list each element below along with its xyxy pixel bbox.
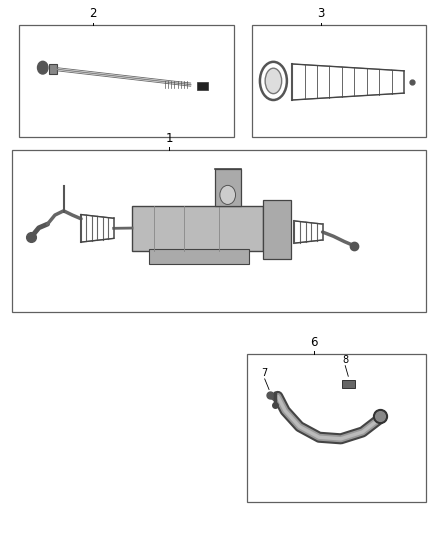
Text: 6: 6: [310, 336, 318, 349]
Bar: [19, 25, 234, 136]
Bar: [252, 25, 426, 136]
Text: 8: 8: [342, 354, 348, 365]
Bar: [215, 169, 241, 206]
Bar: [12, 150, 426, 312]
Bar: [247, 354, 426, 503]
Bar: [49, 64, 57, 74]
Bar: [342, 380, 355, 389]
Circle shape: [220, 185, 236, 205]
Bar: [132, 206, 262, 251]
Circle shape: [38, 61, 48, 74]
Text: 1: 1: [165, 132, 173, 144]
Text: 7: 7: [261, 368, 268, 378]
Bar: [262, 200, 291, 259]
Bar: [197, 82, 208, 91]
Bar: [149, 249, 250, 264]
Text: 3: 3: [318, 7, 325, 20]
Ellipse shape: [265, 68, 282, 94]
Text: 2: 2: [89, 7, 96, 20]
